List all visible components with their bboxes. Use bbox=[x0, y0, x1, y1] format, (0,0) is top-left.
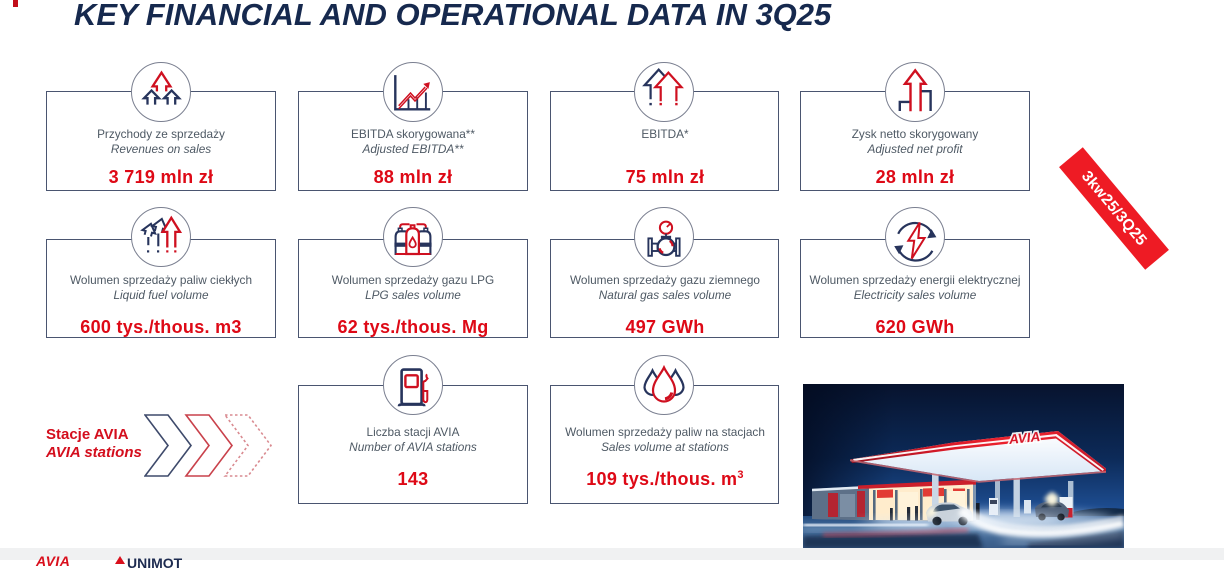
svg-text:AVIA: AVIA bbox=[1007, 429, 1041, 447]
svg-text:AVIA: AVIA bbox=[1007, 429, 1041, 447]
